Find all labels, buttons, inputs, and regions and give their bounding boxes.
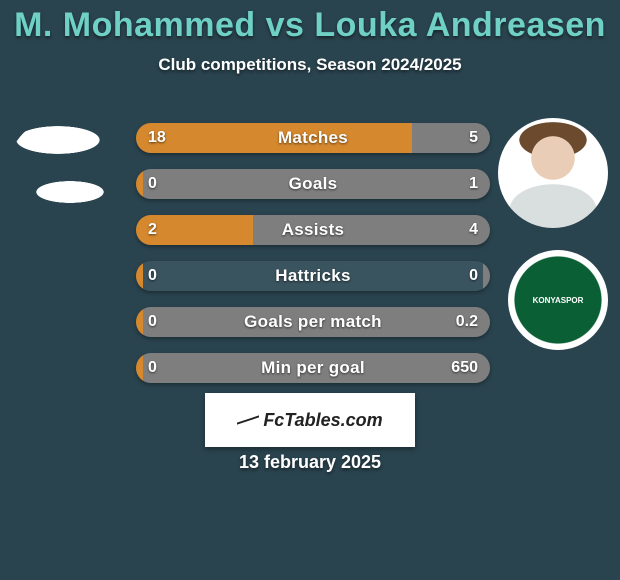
comparison-title: M. Mohammed vs Louka Andreasen xyxy=(0,0,620,45)
stat-label: Assists xyxy=(136,215,490,245)
comparison-subtitle: Club competitions, Season 2024/2025 xyxy=(0,55,620,75)
stat-label: Goals xyxy=(136,169,490,199)
stat-bar-row: 24Assists xyxy=(136,215,490,245)
stat-label: Goals per match xyxy=(136,307,490,337)
stat-bar-row: 01Goals xyxy=(136,169,490,199)
player-right-avatar xyxy=(498,118,608,228)
snapshot-date: 13 february 2025 xyxy=(0,452,620,473)
stat-label: Min per goal xyxy=(136,353,490,383)
club-right-badge: KONYASPOR xyxy=(508,250,608,350)
club-left-badge xyxy=(8,238,112,342)
stat-bar-row: 00.2Goals per match xyxy=(136,307,490,337)
logo-text: FcTables.com xyxy=(263,410,382,431)
stat-label: Hattricks xyxy=(136,261,490,291)
player-left-avatar xyxy=(8,118,112,222)
stat-bar-row: 185Matches xyxy=(136,123,490,153)
stats-bar-chart: 185Matches 01Goals 24Assists 00Hattricks 00.… xyxy=(136,123,490,399)
stat-bar-row: 00Hattricks xyxy=(136,261,490,291)
stat-label: Matches xyxy=(136,123,490,153)
chart-line-icon xyxy=(237,411,259,429)
stat-bar-row: 0650Min per goal xyxy=(136,353,490,383)
fctables-logo: FcTables.com xyxy=(205,393,415,447)
